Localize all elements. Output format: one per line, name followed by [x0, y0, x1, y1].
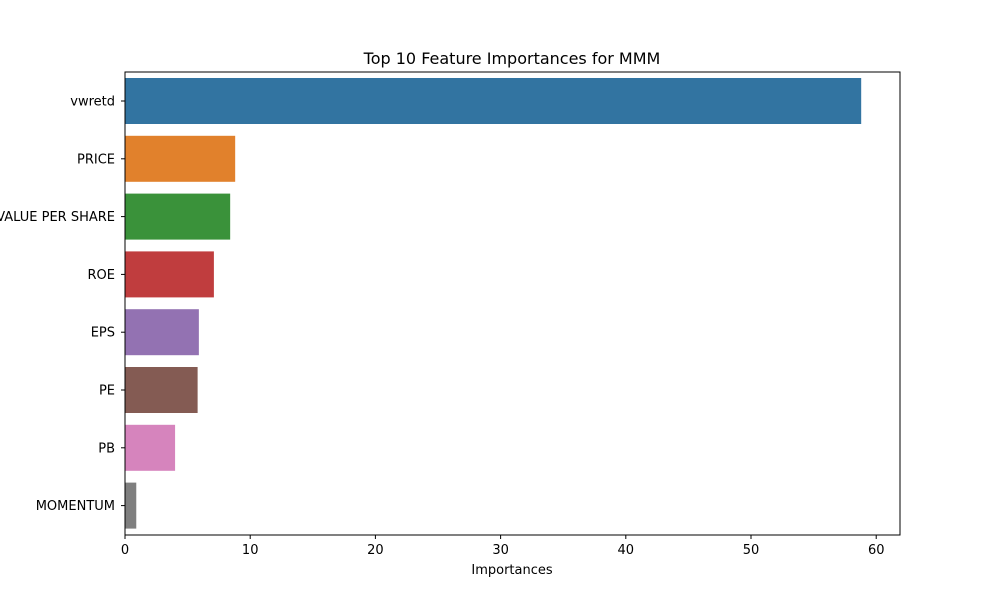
bar-pe — [125, 367, 198, 413]
x-tick-label: 40 — [618, 543, 635, 558]
y-tick-label: MOMENTUM — [36, 499, 115, 514]
y-tick-label: EPS — [91, 326, 115, 341]
bar-pb — [125, 424, 176, 471]
bar-price — [125, 135, 236, 182]
y-tick-label: PRICE — [77, 152, 115, 167]
x-tick-label: 60 — [868, 543, 885, 558]
plot-frame — [124, 71, 901, 536]
x-axis: 0 10 20 30 40 50 60 — [121, 535, 885, 558]
bar-momentum — [125, 482, 137, 529]
x-tick-label: 50 — [743, 543, 760, 558]
x-tick-label: 30 — [492, 543, 509, 558]
bars-group — [125, 78, 862, 529]
chart-title: Top 10 Feature Importances for MMM — [363, 49, 661, 68]
x-tick-label: 20 — [367, 543, 384, 558]
y-tick-label: PE — [99, 384, 115, 399]
x-axis-label: Importances — [471, 563, 552, 578]
y-tick-label: PB — [98, 441, 115, 456]
y-axis: vwretd PRICE BOOK VALUE PER SHARE ROE EPS PE P… — [0, 95, 125, 514]
bar-roe — [125, 251, 214, 298]
y-tick-label: BOOK VALUE PER SHARE — [0, 210, 115, 225]
bar-book-value-per-share — [125, 193, 231, 240]
x-tick-label: 0 — [121, 543, 129, 558]
bar-eps — [125, 309, 199, 356]
y-tick-label: vwretd — [70, 95, 115, 110]
bar-vwretd — [125, 78, 862, 124]
y-tick-label: ROE — [88, 268, 115, 283]
x-tick-label: 10 — [242, 543, 259, 558]
